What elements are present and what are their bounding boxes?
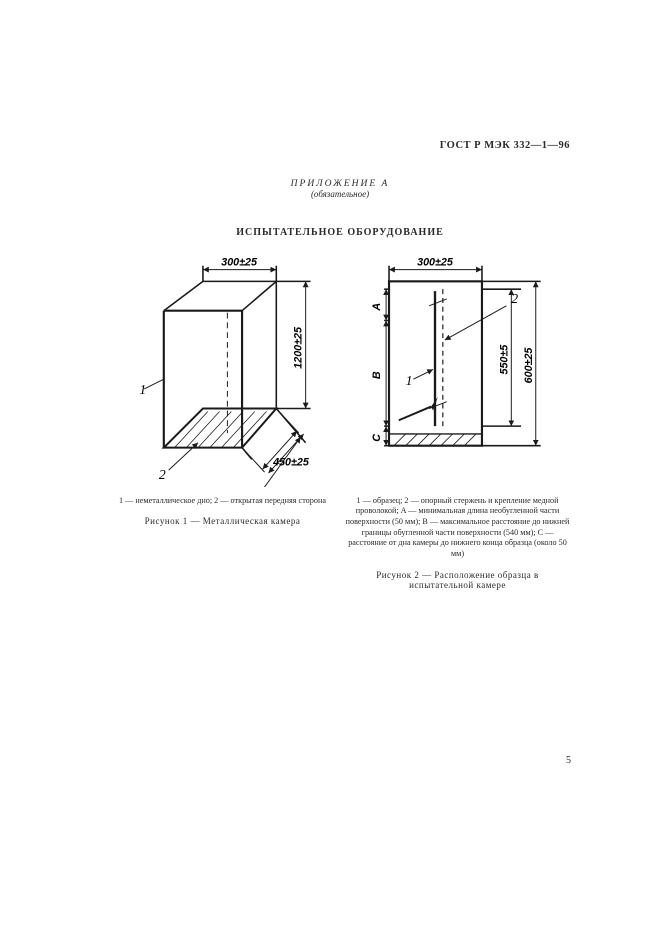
fig2-callout-1: 1 xyxy=(406,373,413,388)
figure-2-legend: 1 — образец; 2 — опорный стержень и креп… xyxy=(345,496,570,560)
fig2-label-b: B xyxy=(371,371,383,379)
fig1-callout-1: 1 xyxy=(139,382,146,397)
figure-2-title: Рисунок 2 — Расположение образца в испыт… xyxy=(345,570,570,590)
figures-row: 300±25 450±25 1200±25 1 2 1 — неметаллич… xyxy=(110,252,570,590)
fig2-dim-550: 550±5 xyxy=(498,344,510,375)
fig1-dim-width: 300±25 xyxy=(221,257,258,269)
figure-1-title: Рисунок 1 — Металлическая камера xyxy=(110,516,335,526)
appendix-label: ПРИЛОЖЕНИЕ А xyxy=(110,179,570,189)
figure-1-column: 300±25 450±25 1200±25 1 2 1 — неметаллич… xyxy=(110,252,335,526)
document-id: ГОСТ Р МЭК 332—1—96 xyxy=(110,140,570,151)
fig2-label-c: C xyxy=(371,434,383,442)
page-number: 5 xyxy=(566,755,571,766)
fig1-dim-height: 1200±25 xyxy=(293,326,305,369)
fig2-callout-2: 2 xyxy=(511,291,518,306)
fig2-dim-600: 600±25 xyxy=(523,347,535,384)
fig2-label-a: A xyxy=(371,303,383,312)
appendix-note: (обязательное) xyxy=(110,189,570,199)
fig1-callout-2: 2 xyxy=(159,467,166,482)
figure-2-column: 300±25 550±5 600±25 A B C 1 2 1 — образе… xyxy=(345,252,570,590)
fig2-dim-width: 300±25 xyxy=(417,257,454,269)
figure-1-drawing: 300±25 450±25 1200±25 1 2 xyxy=(110,252,335,487)
figure-2-drawing: 300±25 550±5 600±25 A B C 1 2 xyxy=(345,252,570,487)
fig1-dim-depth: 450±25 xyxy=(272,456,310,468)
section-title: ИСПЫТАТЕЛЬНОЕ ОБОРУДОВАНИЕ xyxy=(110,227,570,238)
figure-1-legend: 1 — неметаллическое дно; 2 — открытая пе… xyxy=(110,496,335,507)
